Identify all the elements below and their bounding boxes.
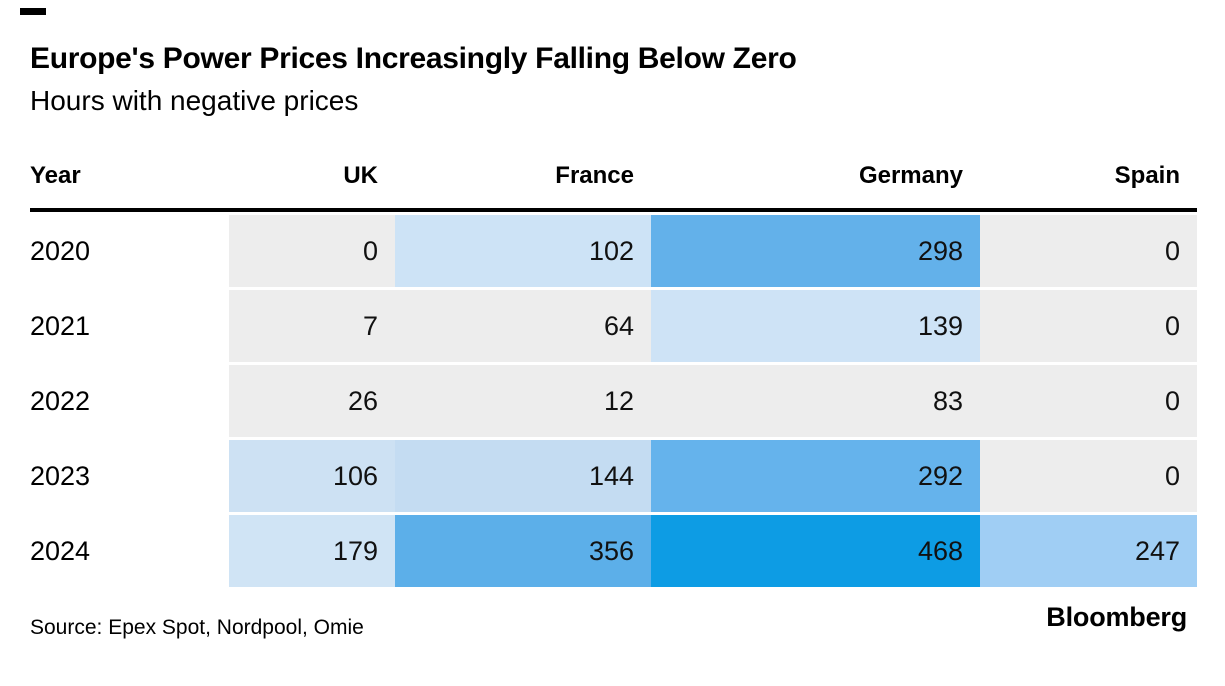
column-header-germany: Germany [858,162,963,189]
bloomberg-logo: Bloomberg [1046,602,1187,632]
cell-france-2022: 12 [395,365,651,437]
table-row-2020: 2020 0 102 298 0 [30,215,1197,287]
top-left-dash [20,8,46,15]
cell-germany-2024: 468 [651,515,980,587]
cell-germany-2022: 83 [651,365,980,437]
cell-france-2020: 102 [395,215,651,287]
cell-spain-2024: 247 [980,515,1197,587]
chart-title: Europe's Power Prices Increasingly Falli… [30,42,797,75]
cell-germany-2023: 292 [651,440,980,512]
cell-uk-2023: 106 [229,440,395,512]
cell-uk-2022: 26 [229,365,395,437]
table-row-2021: 2021 7 64 139 0 [30,290,1197,362]
year-label-2021: 2021 [30,290,229,362]
header-divider [30,208,1197,212]
column-header-france: France [555,162,634,189]
chart-subtitle: Hours with negative prices [30,85,359,116]
column-header-spain: Spain [1114,162,1180,189]
source-note: Source: Epex Spot, Nordpool, Omie [30,616,364,639]
table-body: 2020 0 102 298 0 2021 7 64 139 0 2022 26 12 83 0 2023 10… [30,215,1197,587]
cell-france-2023: 144 [395,440,651,512]
cell-uk-2021: 7 [229,290,395,362]
cell-france-2021: 64 [395,290,651,362]
cell-germany-2020: 298 [651,215,980,287]
heatmap-table: Year UK France Germany Spain 2020 0 102 298 0 202… [30,158,1197,587]
table-row-2023: 2023 106 144 292 0 [30,440,1197,512]
cell-spain-2021: 0 [980,290,1197,362]
year-label-2022: 2022 [30,365,229,437]
year-label-2023: 2023 [30,440,229,512]
table-row-2022: 2022 26 12 83 0 [30,365,1197,437]
cell-france-2024: 356 [395,515,651,587]
table-header-row: Year UK France Germany Spain [30,158,1197,208]
year-label-2024: 2024 [30,515,229,587]
table-row-2024: 2024 179 356 468 247 [30,515,1197,587]
column-header-uk: UK [343,162,378,189]
cell-spain-2023: 0 [980,440,1197,512]
cell-uk-2024: 179 [229,515,395,587]
cell-spain-2020: 0 [980,215,1197,287]
cell-uk-2020: 0 [229,215,395,287]
column-header-year: Year [30,162,81,189]
year-label-2020: 2020 [30,215,229,287]
cell-spain-2022: 0 [980,365,1197,437]
cell-germany-2021: 139 [651,290,980,362]
